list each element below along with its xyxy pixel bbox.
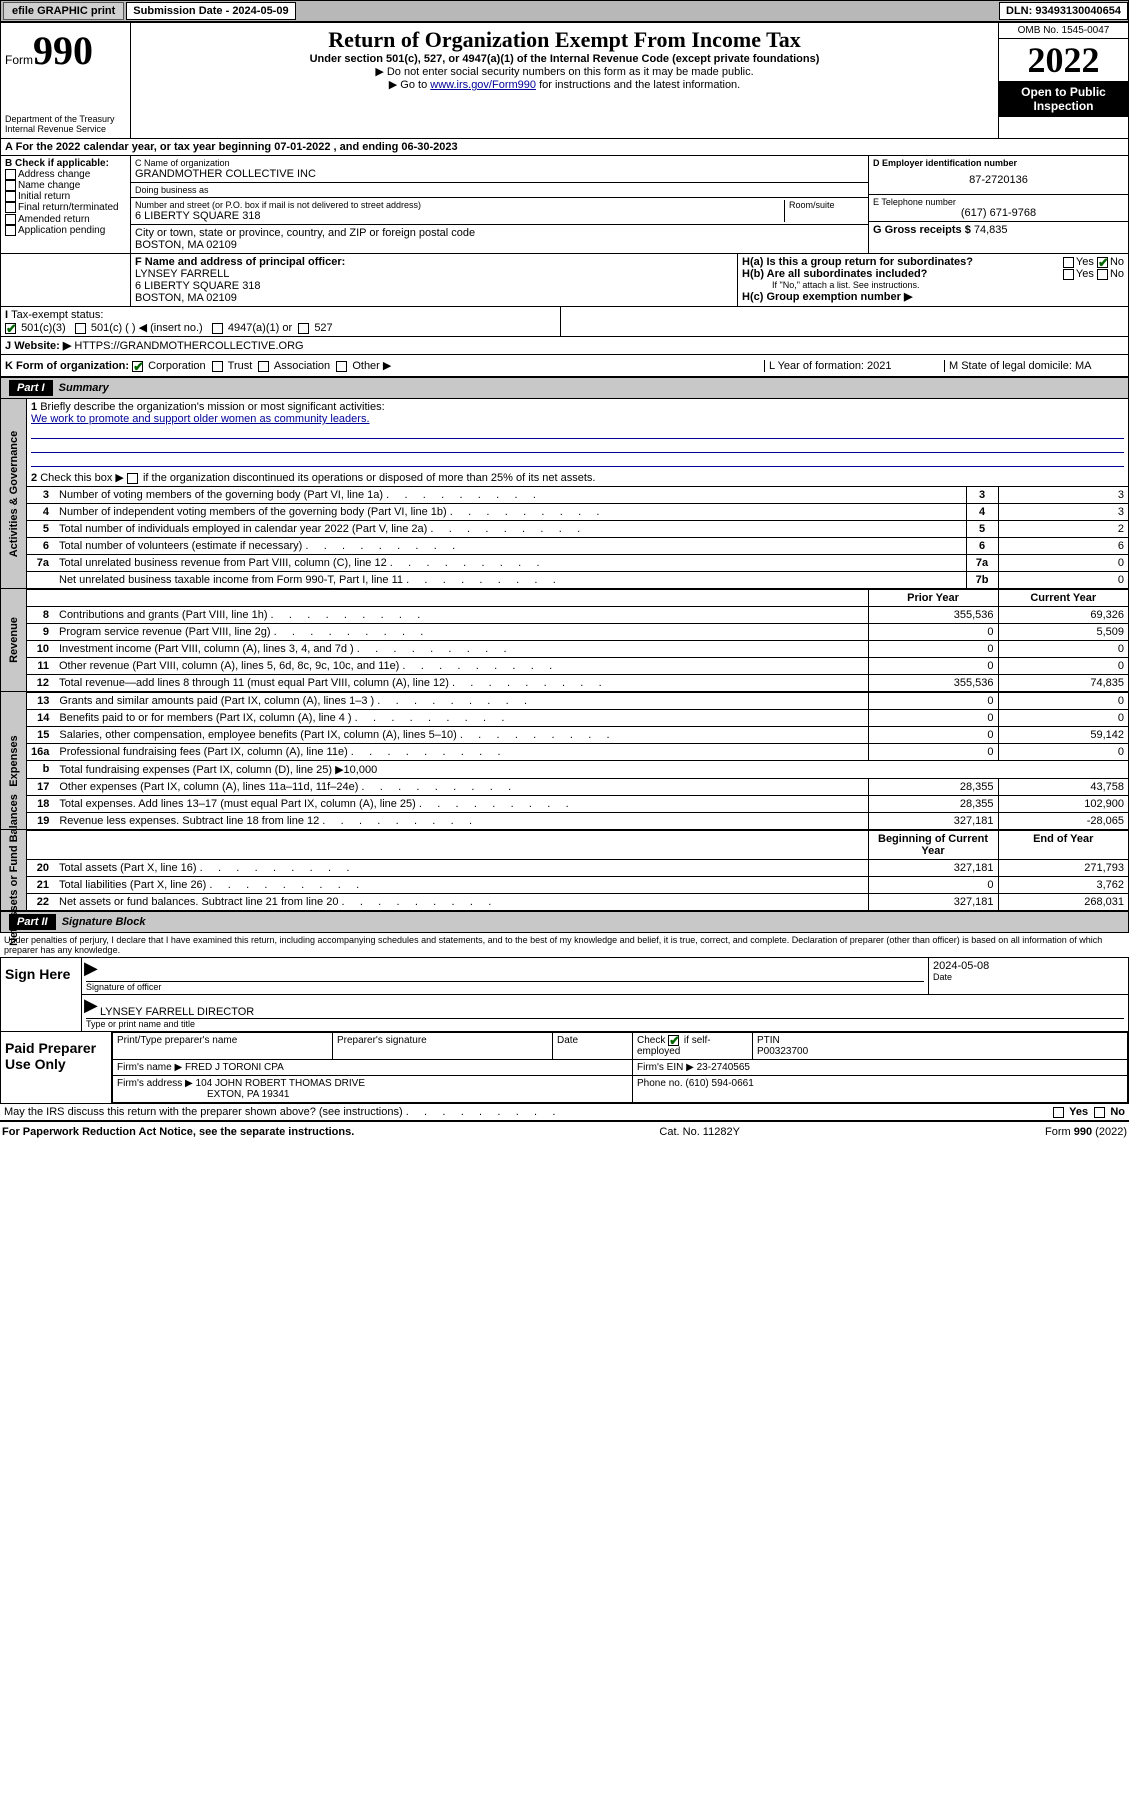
form-note-link: ▶ Go to www.irs.gov/Form990 for instruct…	[135, 78, 994, 91]
open-inspection: Open to Public Inspection	[999, 81, 1128, 117]
checkbox-501c[interactable]	[75, 323, 86, 334]
checkbox-name-change[interactable]	[5, 180, 16, 191]
checkbox-assoc[interactable]	[258, 361, 269, 372]
tax-exempt-status: I Tax-exempt status: 501(c)(3) 501(c) ( …	[1, 307, 561, 336]
firm-name: FRED J TORONI CPA	[185, 1062, 284, 1073]
ein: 87-2720136	[873, 168, 1124, 192]
part-2: Part II Signature Block Under penalties …	[0, 911, 1129, 1120]
city-state-zip: BOSTON, MA 02109	[135, 239, 864, 251]
form-subtitle: Under section 501(c), 527, or 4947(a)(1)…	[135, 53, 994, 65]
checkbox-ha-yes[interactable]	[1063, 257, 1074, 268]
website-url: HTTPS://GRANDMOTHERCOLLECTIVE.ORG	[74, 340, 303, 352]
sig-arrow-icon-2: ▶	[84, 995, 98, 1016]
firm-phone: (610) 594-0661	[685, 1078, 753, 1089]
vtab-governance: Activities & Governance	[1, 399, 27, 588]
sig-arrow-icon: ▶	[84, 958, 98, 979]
col-d-ein-phone: D Employer identification number 87-2720…	[868, 156, 1128, 253]
dln: DLN: 93493130040654	[999, 2, 1128, 20]
col-b-checkboxes: B Check if applicable: Address change Na…	[1, 156, 131, 253]
checkbox-discuss-yes[interactable]	[1053, 1107, 1064, 1118]
net-assets-table: Beginning of Current YearEnd of Year 20T…	[27, 830, 1128, 910]
street-address: 6 LIBERTY SQUARE 318	[135, 210, 784, 222]
checkbox-amended[interactable]	[5, 214, 16, 225]
submission-date: Submission Date - 2024-05-09	[126, 2, 295, 20]
org-name: GRANDMOTHER COLLECTIVE INC	[135, 168, 864, 180]
form-version: Form 990 (2022)	[1045, 1126, 1127, 1138]
gross-receipts: 74,835	[974, 224, 1008, 236]
line-klm: K Form of organization: Corporation Trus…	[0, 355, 1129, 377]
checkbox-trust[interactable]	[212, 361, 223, 372]
year-formation: L Year of formation: 2021	[764, 360, 944, 372]
discuss-row: May the IRS discuss this return with the…	[0, 1104, 1129, 1120]
vtab-revenue: Revenue	[1, 589, 27, 691]
firm-address: 104 JOHN ROBERT THOMAS DRIVE	[196, 1078, 366, 1089]
tax-year: 2022	[999, 39, 1128, 81]
ptin: P00323700	[757, 1046, 808, 1057]
dept-label: Department of the Treasury Internal Reve…	[5, 114, 126, 134]
governance-table: 3Number of voting members of the governi…	[27, 486, 1128, 588]
signature-block: Sign Here ▶ Signature of officer 2024-05…	[0, 957, 1129, 1032]
checkbox-hb-no[interactable]	[1097, 269, 1108, 280]
mission-text[interactable]: We work to promote and support older wom…	[31, 413, 370, 425]
section-bcd: B Check if applicable: Address change Na…	[0, 156, 1129, 254]
revenue-table: Prior YearCurrent Year 8Contributions an…	[27, 589, 1128, 691]
form-label: Form	[5, 53, 33, 67]
checkbox-self-employed[interactable]	[668, 1035, 679, 1046]
state-domicile: M State of legal domicile: MA	[944, 360, 1124, 372]
checkbox-initial-return[interactable]	[5, 191, 16, 202]
expenses-table: 13Grants and similar amounts paid (Part …	[27, 692, 1128, 829]
line-a-tax-year: A For the 2022 calendar year, or tax yea…	[0, 139, 1129, 156]
paid-preparer-block: Paid Preparer Use Only Print/Type prepar…	[0, 1032, 1129, 1104]
signature-date: 2024-05-08	[933, 960, 1124, 972]
efile-print-button[interactable]: efile GRAPHIC print	[3, 2, 124, 20]
checkbox-corp[interactable]	[132, 361, 143, 372]
checkbox-address-change[interactable]	[5, 169, 16, 180]
page-footer: For Paperwork Reduction Act Notice, see …	[0, 1120, 1129, 1142]
officer-name: LYNSEY FARRELL DIRECTOR	[100, 1006, 254, 1018]
part-1: Part I Summary Activities & Governance 1…	[0, 377, 1129, 911]
phone: (617) 671-9768	[873, 207, 1124, 219]
checkbox-discontinued[interactable]	[127, 473, 138, 484]
checkbox-ha-no[interactable]	[1097, 257, 1108, 268]
principal-officer: F Name and address of principal officer:…	[131, 254, 738, 306]
checkbox-527[interactable]	[298, 323, 309, 334]
vtab-net-assets: Net Assets or Fund Balances	[1, 830, 27, 910]
firm-ein: 23-2740565	[697, 1062, 750, 1073]
form-note-ssn: ▶ Do not enter social security numbers o…	[135, 65, 994, 78]
checkbox-501c3[interactable]	[5, 323, 16, 334]
checkbox-4947[interactable]	[212, 323, 223, 334]
top-bar: efile GRAPHIC print Submission Date - 20…	[0, 0, 1129, 22]
checkbox-hb-yes[interactable]	[1063, 269, 1074, 280]
checkbox-discuss-no[interactable]	[1094, 1107, 1105, 1118]
website-row: J Website: ▶ HTTPS://GRANDMOTHERCOLLECTI…	[1, 337, 1128, 354]
form-number: 990	[33, 28, 93, 73]
form-title: Return of Organization Exempt From Incom…	[135, 27, 994, 53]
perjury-declaration: Under penalties of perjury, I declare th…	[0, 933, 1129, 957]
omb-number: OMB No. 1545-0047	[999, 23, 1128, 39]
checkbox-other[interactable]	[336, 361, 347, 372]
checkbox-final-return[interactable]	[5, 202, 16, 213]
col-c-org-info: C Name of organization GRANDMOTHER COLLE…	[131, 156, 868, 253]
group-return-section: H(a) Is this a group return for subordin…	[738, 254, 1128, 306]
form-header: Form990 Department of the Treasury Inter…	[0, 22, 1129, 139]
irs-link[interactable]: www.irs.gov/Form990	[430, 79, 536, 91]
checkbox-app-pending[interactable]	[5, 225, 16, 236]
